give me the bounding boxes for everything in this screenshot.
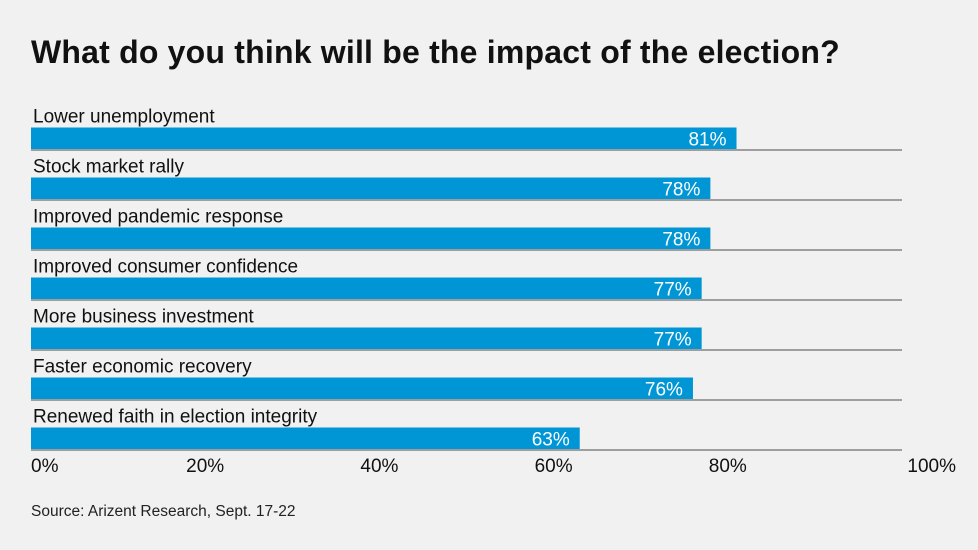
data-label: 78%	[662, 180, 700, 201]
x-tick-label: 80%	[709, 456, 747, 477]
bar	[31, 327, 702, 349]
bar	[31, 427, 580, 449]
category-label: More business investment	[33, 307, 254, 328]
x-tick-label: 60%	[535, 456, 573, 477]
bar	[31, 177, 711, 199]
data-label: 77%	[654, 330, 692, 351]
category-label: Faster economic recovery	[33, 357, 252, 378]
category-label: Renewed faith in election integrity	[33, 407, 318, 428]
x-tick-label: 20%	[186, 456, 224, 477]
category-label: Improved consumer confidence	[33, 257, 298, 278]
bar	[31, 227, 711, 249]
category-label: Lower unemployment	[33, 107, 215, 128]
source-note: Source: Arizent Research, Sept. 17-22	[31, 503, 296, 520]
bar	[31, 277, 702, 299]
category-label: Improved pandemic response	[33, 207, 283, 228]
data-label: 78%	[662, 230, 700, 251]
bar	[31, 127, 737, 149]
x-tick-label: 100%	[907, 456, 956, 477]
data-label: 81%	[688, 130, 726, 151]
data-label: 63%	[532, 430, 570, 451]
chart-title: What do you think will be the impact of …	[31, 34, 840, 70]
category-label: Stock market rally	[33, 157, 184, 178]
data-label: 76%	[645, 380, 683, 401]
data-label: 77%	[654, 280, 692, 301]
x-tick-label: 0%	[31, 456, 59, 477]
x-tick-label: 40%	[360, 456, 398, 477]
bar	[31, 377, 693, 399]
